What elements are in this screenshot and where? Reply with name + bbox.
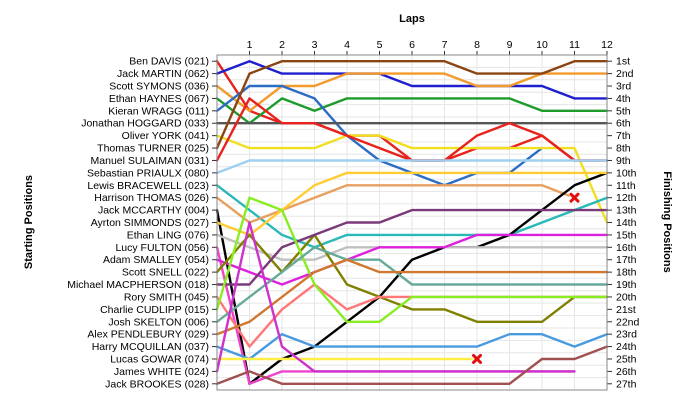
driver-label: Rory SMITH (045)	[124, 291, 209, 303]
driver-labels: Ben DAVIS (021)Jack MARTIN (062)Scott SY…	[67, 56, 217, 390]
driver-label: Lucy FULTON (056)	[115, 242, 209, 254]
finishing-label: 26th	[616, 366, 637, 378]
lap-label: 2	[279, 39, 285, 51]
retired-marker	[471, 353, 483, 365]
lap-label: 9	[507, 39, 513, 51]
lap-label: 4	[344, 39, 350, 51]
series-line	[215, 345, 609, 385]
retired-marker-stroke	[472, 353, 482, 364]
lap-label: 3	[312, 39, 318, 51]
retired-marker-stroke	[569, 192, 580, 203]
finishing-label: 11th	[616, 180, 636, 192]
finishing-label: 6th	[616, 118, 631, 130]
driver-label: Harry MCQUILLAN (037)	[92, 341, 209, 353]
driver-label: Adam SMALLEY (054)	[103, 254, 209, 266]
series-line	[215, 333, 609, 361]
series-line	[215, 60, 576, 162]
lap-label: 11	[569, 39, 580, 51]
driver-label: Jack MCCARTHY (004)	[98, 205, 209, 217]
driver-label: Ben DAVIS (021)	[129, 56, 209, 68]
finishing-labels: 1st2nd3rd4th5th6th7th8th9th10th11th12th1…	[607, 56, 640, 390]
series-line	[215, 196, 609, 323]
finishing-label: 20th	[616, 291, 637, 303]
series-lines	[215, 60, 609, 385]
lap-label: 12	[601, 39, 613, 51]
finishing-label: 13th	[616, 205, 637, 217]
driver-label: Manuel SULAIMAN (031)	[91, 155, 209, 167]
driver-label: Ayrton SIMMONDS (027)	[91, 217, 209, 229]
driver-label: Jonathan HOGGARD (033)	[81, 118, 209, 130]
series-line	[215, 184, 609, 249]
finishing-label: 25th	[616, 353, 637, 365]
series-line	[215, 208, 609, 286]
series-line	[215, 258, 609, 336]
lap-label: 7	[442, 39, 448, 51]
driver-label: Oliver YORK (041)	[122, 130, 209, 142]
driver-label: Lucas GOWAR (074)	[110, 353, 209, 365]
retirement-markers	[471, 192, 580, 365]
driver-label: Ethan LING (076)	[127, 229, 209, 241]
finishing-label: 14th	[616, 217, 637, 229]
lap-label: 5	[377, 39, 383, 51]
finishing-label: 21st	[616, 304, 636, 316]
series-line	[215, 246, 609, 323]
finishing-label: 9th	[616, 155, 631, 167]
lap-label: 8	[474, 39, 480, 51]
series-line	[215, 134, 609, 224]
driver-label: James WHITE (024)	[114, 366, 209, 378]
driver-label: Sebastian PRIAULX (080)	[87, 167, 209, 179]
driver-label: Charlie CUDLIPP (015)	[100, 304, 209, 316]
finishing-label: 27th	[616, 378, 637, 390]
y-axis-title-left: Starting Positions	[23, 175, 35, 269]
plot-frame	[216, 54, 608, 391]
series-line	[215, 233, 609, 286]
lap-label: 1	[247, 39, 253, 51]
series-line	[215, 97, 609, 125]
finishing-label: 1st	[616, 56, 630, 68]
retired-marker	[569, 192, 580, 204]
finishing-label: 16th	[616, 242, 637, 254]
driver-label: Josh SKELTON (006)	[108, 316, 209, 328]
series-line	[215, 184, 576, 224]
lap-label: 10	[536, 39, 548, 51]
series-line	[215, 60, 609, 150]
series-line	[215, 159, 609, 175]
series-line	[215, 60, 609, 100]
finishing-label: 24th	[616, 341, 637, 353]
finishing-label: 10th	[616, 167, 637, 179]
finishing-label: 4th	[616, 93, 631, 105]
finishing-label: 15th	[616, 229, 637, 241]
finishing-label: 3rd	[616, 81, 631, 93]
finishing-label: 17th	[616, 254, 637, 266]
finishing-label: 2nd	[616, 68, 634, 80]
driver-label: Scott SYMONS (036)	[109, 81, 209, 93]
driver-label: Harrison THOMAS (026)	[94, 192, 209, 204]
finishing-label: 23rd	[616, 329, 637, 341]
finishing-label: 7th	[616, 130, 631, 142]
driver-label: Kieran WRAGG (011)	[108, 105, 209, 117]
finishing-label: 8th	[616, 143, 631, 155]
driver-label: Alex PENDLEBURY (029)	[87, 329, 209, 341]
driver-label: Scott SNELL (022)	[122, 267, 209, 279]
y-axis-title-right: Finishing Positions	[661, 171, 673, 272]
finishing-label: 22nd	[616, 316, 640, 328]
driver-label: Lewis BRACEWELL (023)	[87, 180, 209, 192]
x-axis-title: Laps	[399, 13, 425, 25]
lap-labels: 1 2 3 4 5 6 7 8 9 10 11 12	[247, 39, 613, 55]
finishing-label: 19th	[616, 279, 637, 291]
finishing-label: 18th	[616, 267, 637, 279]
driver-label: Michael MACPHERSON (018)	[67, 279, 209, 291]
driver-label: Thomas TURNER (025)	[97, 143, 209, 155]
finishing-label: 12th	[616, 192, 637, 204]
driver-label: Jack MARTIN (062)	[117, 68, 209, 80]
lap-label: 6	[409, 39, 415, 51]
driver-label: Jack BROOKES (028)	[105, 378, 209, 390]
driver-label: Ethan HAYNES (067)	[109, 93, 209, 105]
finishing-label: 5th	[616, 105, 631, 117]
series-line	[215, 221, 576, 373]
